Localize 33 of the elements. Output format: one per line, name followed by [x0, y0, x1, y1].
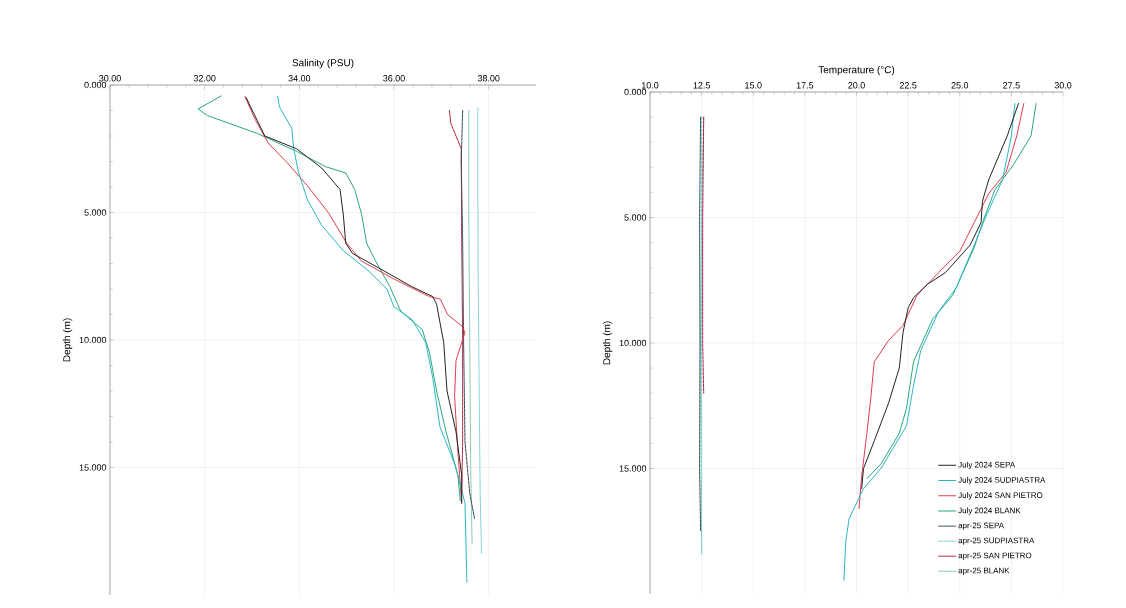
x-tick-label: 20.0 [848, 82, 865, 89]
line-series [699, 116, 702, 532]
line-series [277, 95, 468, 583]
x-tick-label: 25.0 [951, 82, 969, 89]
y-tick-label: 10.000 [619, 339, 647, 347]
x-tick-label: 10.0 [641, 82, 659, 89]
y-axis-title: Depth (m) [62, 318, 73, 362]
y-tick-label: 0.000 [84, 81, 107, 89]
x-tick-label: 30.00 [99, 75, 121, 82]
x-tick-label: 30.0 [1054, 82, 1072, 89]
line-series [197, 95, 461, 502]
x-tick-label: 12.5 [693, 82, 710, 89]
y-tick-label: 10.000 [79, 336, 107, 344]
line-series [702, 116, 705, 394]
line-series [460, 109, 475, 519]
y-axis-title: Depth (m) [602, 321, 613, 365]
y-tick-label: 5.000 [624, 214, 647, 221]
x-tick-label: 17.5 [796, 82, 814, 89]
x-tick-label: 38.00 [477, 75, 500, 82]
line-series [477, 107, 483, 555]
x-axis-title: Temperature (°C) [818, 65, 895, 76]
x-tick-label: 15.0 [745, 82, 762, 89]
x-axis-title: Salinity (PSU) [292, 59, 354, 69]
y-tick-label: 15.000 [79, 464, 107, 471]
x-tick-label: 27.5 [1003, 82, 1020, 89]
x-tick-label: 34.00 [288, 75, 311, 82]
line-series [468, 109, 473, 545]
x-tick-label: 36.00 [383, 75, 405, 82]
y-tick-label: 5.000 [84, 209, 107, 216]
x-tick-label: 32.00 [193, 75, 216, 82]
y-tick-label: 0.000 [624, 88, 647, 96]
y-tick-label: 15.000 [619, 465, 647, 472]
x-tick-label: 22.5 [899, 82, 917, 89]
